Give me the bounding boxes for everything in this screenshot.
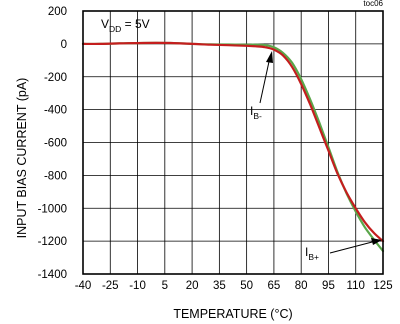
x-tick-label: 80 [295,280,308,292]
x-tick-label: 95 [322,280,335,292]
x-tick-label: 35 [213,280,226,292]
y-tick-label: -200 [44,72,67,84]
y-tick-label: 200 [48,6,67,18]
x-tick-label: 125 [373,280,392,292]
series-lines [81,41,385,253]
y-tick-label: -600 [44,138,67,150]
ib-plus-label: IB+ [305,245,319,262]
ib-minus-label: IB- [250,104,262,121]
corner-label: toc06 [363,0,383,8]
x-tick-label: -40 [75,280,92,292]
y-tick-label: 0 [61,39,67,51]
x-tick-label: 65 [268,280,281,292]
grid-lines [82,10,384,275]
ib-minus-pointer-arrowhead [266,51,273,63]
y-tick-label: -400 [44,105,67,117]
y-tick-label: -1200 [38,236,67,248]
x-tick-label: -25 [102,280,119,292]
y-tick-label: -800 [44,170,67,182]
x-tick-label: -10 [129,280,146,292]
x-tick-label: 110 [347,280,365,292]
x-axis-title: TEMPERATURE (°C) [173,307,292,321]
x-tick-label: 20 [186,280,199,292]
y-tick-labels: 200 0 -200 -400 -600 -800 -1000 -1200 -1400 [38,6,67,281]
x-tick-labels: -40 -25 -10 5 20 35 50 65 80 95 110 125 [75,280,393,292]
x-tick-label: 50 [240,280,253,292]
vdd-condition-label: VDD = 5V [101,17,150,34]
y-tick-label: -1000 [38,203,67,215]
plot-frame [82,10,384,275]
y-axis-title: INPUT BIAS CURRENT (pA) [15,78,29,239]
ib-minus-pointer-line [259,56,271,104]
ib-plus-pointer-arrowhead [371,238,382,245]
series-line-ib-plus [81,41,385,253]
series-line-ibminus [81,41,385,243]
x-tick-label: 5 [162,280,168,292]
ib-plus-pointer-line [329,240,377,254]
y-tick-label: -1400 [38,269,67,281]
